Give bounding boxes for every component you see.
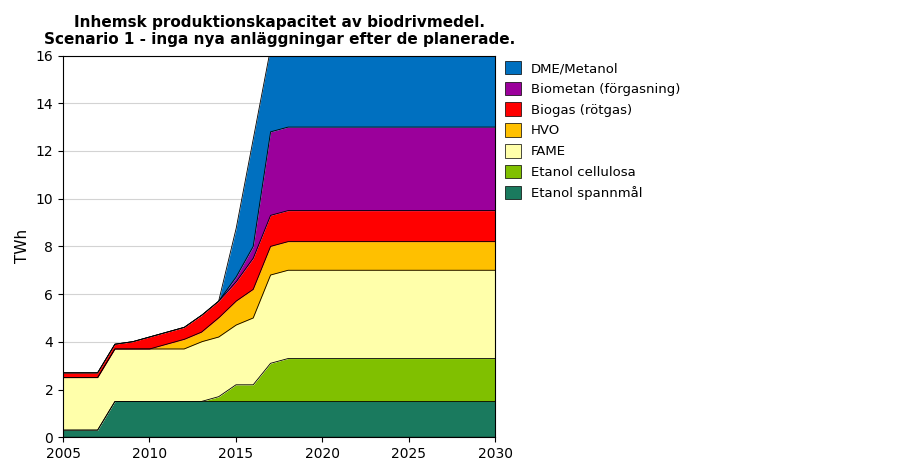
Y-axis label: TWh: TWh: [15, 229, 30, 263]
Title: Inhemsk produktionskapacitet av biodrivmedel.
Scenario 1 - inga nya anläggningar: Inhemsk produktionskapacitet av biodrivm…: [43, 15, 515, 48]
Legend: DME/Metanol, Biometan (förgasning), Biogas (rötgas), HVO, FAME, Etanol cellulosa: DME/Metanol, Biometan (förgasning), Biog…: [500, 56, 686, 205]
